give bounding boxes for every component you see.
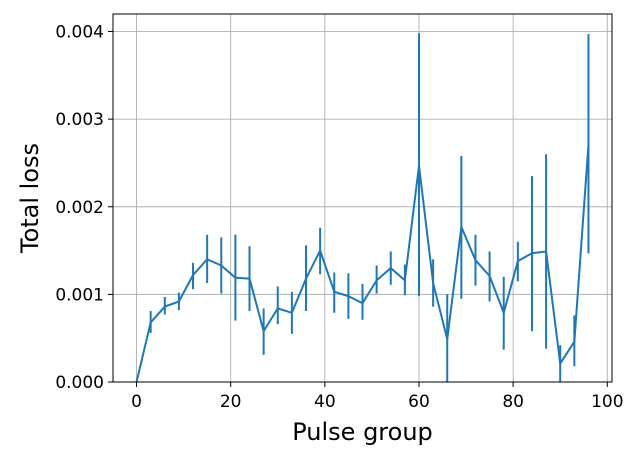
y-tick-label: 0.001	[55, 285, 104, 305]
y-tick-label: 0.000	[55, 373, 104, 393]
y-tick-label: 0.002	[55, 198, 104, 218]
y-tick-label: 0.004	[55, 23, 104, 43]
x-tick-label: 80	[502, 392, 524, 412]
x-tick-label: 60	[408, 392, 430, 412]
x-tick-label: 40	[314, 392, 336, 412]
x-tick-label: 0	[131, 392, 142, 412]
plot-area-frame	[112, 13, 613, 383]
series-line	[135, 144, 590, 383]
x-axis-title: Pulse group	[292, 418, 433, 446]
y-tick-label: 0.003	[55, 110, 104, 130]
axis-ticks: 0 20 40 60 80 100 0.000 0.001 0.002 0.003 0.004	[55, 23, 623, 412]
x-tick-label: 100	[591, 392, 623, 412]
error-bars	[149, 33, 590, 382]
x-tick-label: 20	[220, 392, 242, 412]
grid	[113, 14, 612, 383]
y-axis-title: Total loss	[16, 143, 44, 254]
